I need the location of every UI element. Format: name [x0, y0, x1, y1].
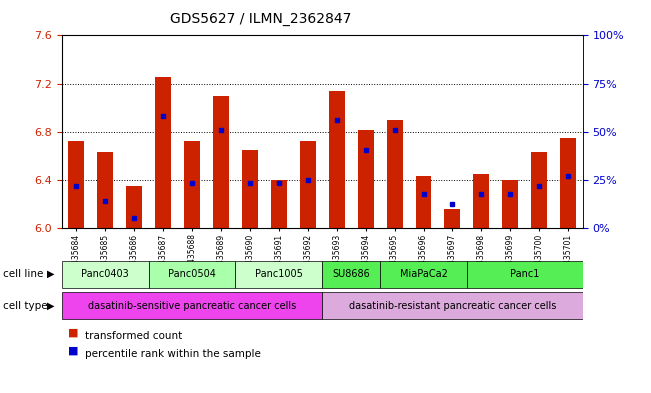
Text: dasatinib-sensitive pancreatic cancer cells: dasatinib-sensitive pancreatic cancer ce…: [88, 301, 296, 310]
Bar: [473, 174, 490, 228]
Text: ▶: ▶: [47, 301, 55, 310]
Bar: [329, 91, 344, 228]
Bar: [68, 141, 84, 228]
Text: Panc1: Panc1: [510, 269, 540, 279]
Bar: [467, 261, 583, 288]
Bar: [62, 292, 322, 319]
Text: transformed count: transformed count: [85, 331, 182, 341]
Text: SU8686: SU8686: [332, 269, 370, 279]
Text: cell line: cell line: [3, 269, 44, 279]
Text: percentile rank within the sample: percentile rank within the sample: [85, 349, 260, 359]
Bar: [531, 152, 547, 228]
Bar: [242, 150, 258, 228]
Bar: [148, 261, 236, 288]
Bar: [271, 180, 287, 228]
Bar: [503, 180, 518, 228]
Bar: [126, 186, 142, 228]
Text: GDS5627 / ILMN_2362847: GDS5627 / ILMN_2362847: [170, 12, 351, 26]
Bar: [445, 209, 460, 228]
Bar: [62, 261, 148, 288]
Bar: [357, 130, 374, 228]
Bar: [387, 119, 402, 228]
Text: dasatinib-resistant pancreatic cancer cells: dasatinib-resistant pancreatic cancer ce…: [349, 301, 556, 310]
Text: Panc1005: Panc1005: [255, 269, 303, 279]
Text: MiaPaCa2: MiaPaCa2: [400, 269, 447, 279]
Bar: [155, 77, 171, 228]
Bar: [415, 176, 432, 228]
Bar: [561, 138, 576, 228]
Bar: [322, 261, 380, 288]
Text: ▶: ▶: [47, 269, 55, 279]
Bar: [213, 95, 229, 228]
Text: Panc0403: Panc0403: [81, 269, 129, 279]
Bar: [184, 141, 200, 228]
Bar: [380, 261, 467, 288]
Bar: [97, 152, 113, 228]
Text: cell type: cell type: [3, 301, 48, 310]
Bar: [300, 141, 316, 228]
Bar: [322, 292, 583, 319]
Text: ■: ■: [68, 346, 79, 356]
Text: Panc0504: Panc0504: [168, 269, 216, 279]
Bar: [236, 261, 322, 288]
Text: ■: ■: [68, 328, 79, 338]
